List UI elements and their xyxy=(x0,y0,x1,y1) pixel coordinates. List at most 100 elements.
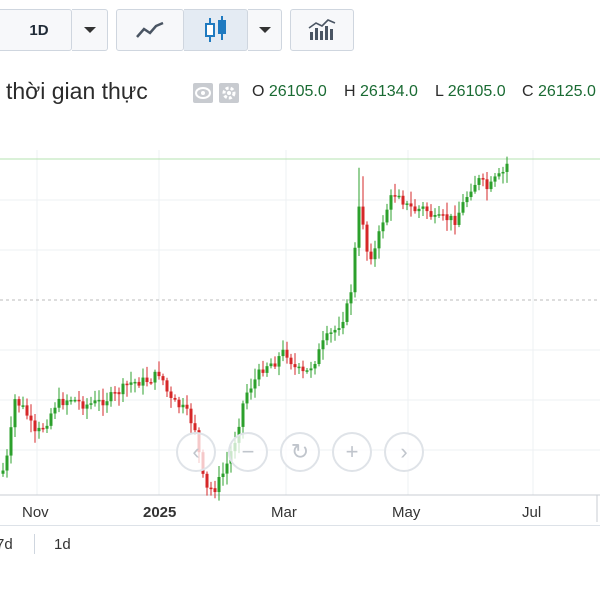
candle xyxy=(53,407,57,414)
candlestick-series xyxy=(1,156,509,501)
range-1d[interactable]: 1d xyxy=(54,536,71,553)
candle xyxy=(361,206,365,225)
candle xyxy=(9,427,13,456)
candle xyxy=(61,398,65,406)
candle xyxy=(225,463,229,474)
candle xyxy=(269,363,273,367)
candle xyxy=(257,369,261,380)
candle xyxy=(469,191,473,198)
candle xyxy=(13,399,17,428)
candle xyxy=(465,197,469,203)
range-7d[interactable]: 7d xyxy=(0,536,13,553)
candle xyxy=(17,399,21,406)
candle xyxy=(129,382,133,385)
candle xyxy=(409,203,413,207)
candle xyxy=(317,349,321,365)
candle xyxy=(109,392,113,402)
scroll-right-button[interactable]: › xyxy=(384,432,424,472)
candle xyxy=(473,184,477,192)
minus-icon: − xyxy=(241,439,255,464)
candle xyxy=(505,163,509,172)
plus-icon: + xyxy=(345,439,359,464)
line-chart-button[interactable] xyxy=(116,9,184,51)
candle xyxy=(345,303,349,322)
line-chart-icon xyxy=(136,21,164,38)
candle xyxy=(101,399,105,406)
candle xyxy=(173,397,177,400)
candle xyxy=(337,328,341,330)
candle xyxy=(77,399,81,402)
chevron-right-icon: › xyxy=(400,439,408,464)
candle xyxy=(221,473,225,478)
x-tick-label: May xyxy=(392,504,421,521)
candle xyxy=(121,383,125,395)
candle xyxy=(161,376,165,381)
ohlc-low-key: L xyxy=(435,83,444,100)
candle xyxy=(401,195,405,205)
reset-zoom-button[interactable]: ↻ xyxy=(280,432,320,472)
candle xyxy=(213,488,217,493)
zoom-in-button[interactable]: + xyxy=(332,432,372,472)
candle xyxy=(285,349,289,358)
chevron-down-icon xyxy=(83,27,96,33)
zoom-out-button[interactable]: − xyxy=(228,432,268,472)
price-chart[interactable] xyxy=(0,0,600,525)
ohlc-open-value: 26105.0 xyxy=(268,83,327,100)
candle xyxy=(373,248,377,260)
candle xyxy=(301,366,305,372)
candle xyxy=(113,392,117,394)
candle xyxy=(429,211,433,217)
candle xyxy=(441,214,445,216)
candle xyxy=(125,383,129,386)
candle xyxy=(169,391,173,398)
candle xyxy=(1,470,5,474)
visibility-icon[interactable] xyxy=(193,83,213,103)
candle xyxy=(497,173,501,177)
candle xyxy=(177,399,181,408)
reset-icon: ↻ xyxy=(290,439,310,464)
candle xyxy=(185,404,189,409)
indicators-button[interactable] xyxy=(290,9,354,51)
candle xyxy=(69,399,73,402)
candlestick-button[interactable] xyxy=(184,9,248,51)
ohlc-low: L 26105.0 xyxy=(435,83,506,101)
candle xyxy=(481,178,485,180)
candlestick-icon xyxy=(204,16,226,42)
candle xyxy=(397,195,401,198)
candle xyxy=(93,400,97,404)
chart-toolbar: 1D xyxy=(0,0,600,62)
interval-button[interactable]: 1D xyxy=(0,9,72,51)
interval-label: 1D xyxy=(29,21,49,39)
candle xyxy=(457,212,461,225)
candle xyxy=(29,415,33,421)
settings-icon[interactable] xyxy=(219,83,239,103)
ohlc-close: C 26125.0 xyxy=(522,83,596,101)
candle xyxy=(105,401,109,406)
candle xyxy=(333,329,337,333)
indicators-icon xyxy=(308,19,336,40)
candle xyxy=(193,423,197,431)
interval-dropdown-button[interactable] xyxy=(72,9,108,51)
scroll-left-button[interactable]: ‹ xyxy=(176,432,216,472)
chart-type-dropdown-button[interactable] xyxy=(248,9,282,51)
candle xyxy=(249,388,253,393)
candle xyxy=(209,487,213,490)
chart-header: thời gian thực O 26105.0 H 26134.0 L 261… xyxy=(0,78,600,112)
candle xyxy=(365,224,369,252)
candle xyxy=(329,332,333,334)
candle xyxy=(241,403,245,427)
candle xyxy=(141,377,145,386)
candle xyxy=(493,176,497,182)
candle xyxy=(341,321,345,329)
candle xyxy=(389,195,393,210)
ohlc-high-key: H xyxy=(344,83,356,100)
candle xyxy=(293,364,297,368)
candle xyxy=(205,473,209,488)
candle xyxy=(305,370,309,372)
chevron-left-icon: ‹ xyxy=(192,439,200,464)
candle xyxy=(157,371,161,377)
candle xyxy=(433,215,437,217)
candle xyxy=(381,222,385,232)
candle xyxy=(245,392,249,404)
candle xyxy=(321,340,325,350)
